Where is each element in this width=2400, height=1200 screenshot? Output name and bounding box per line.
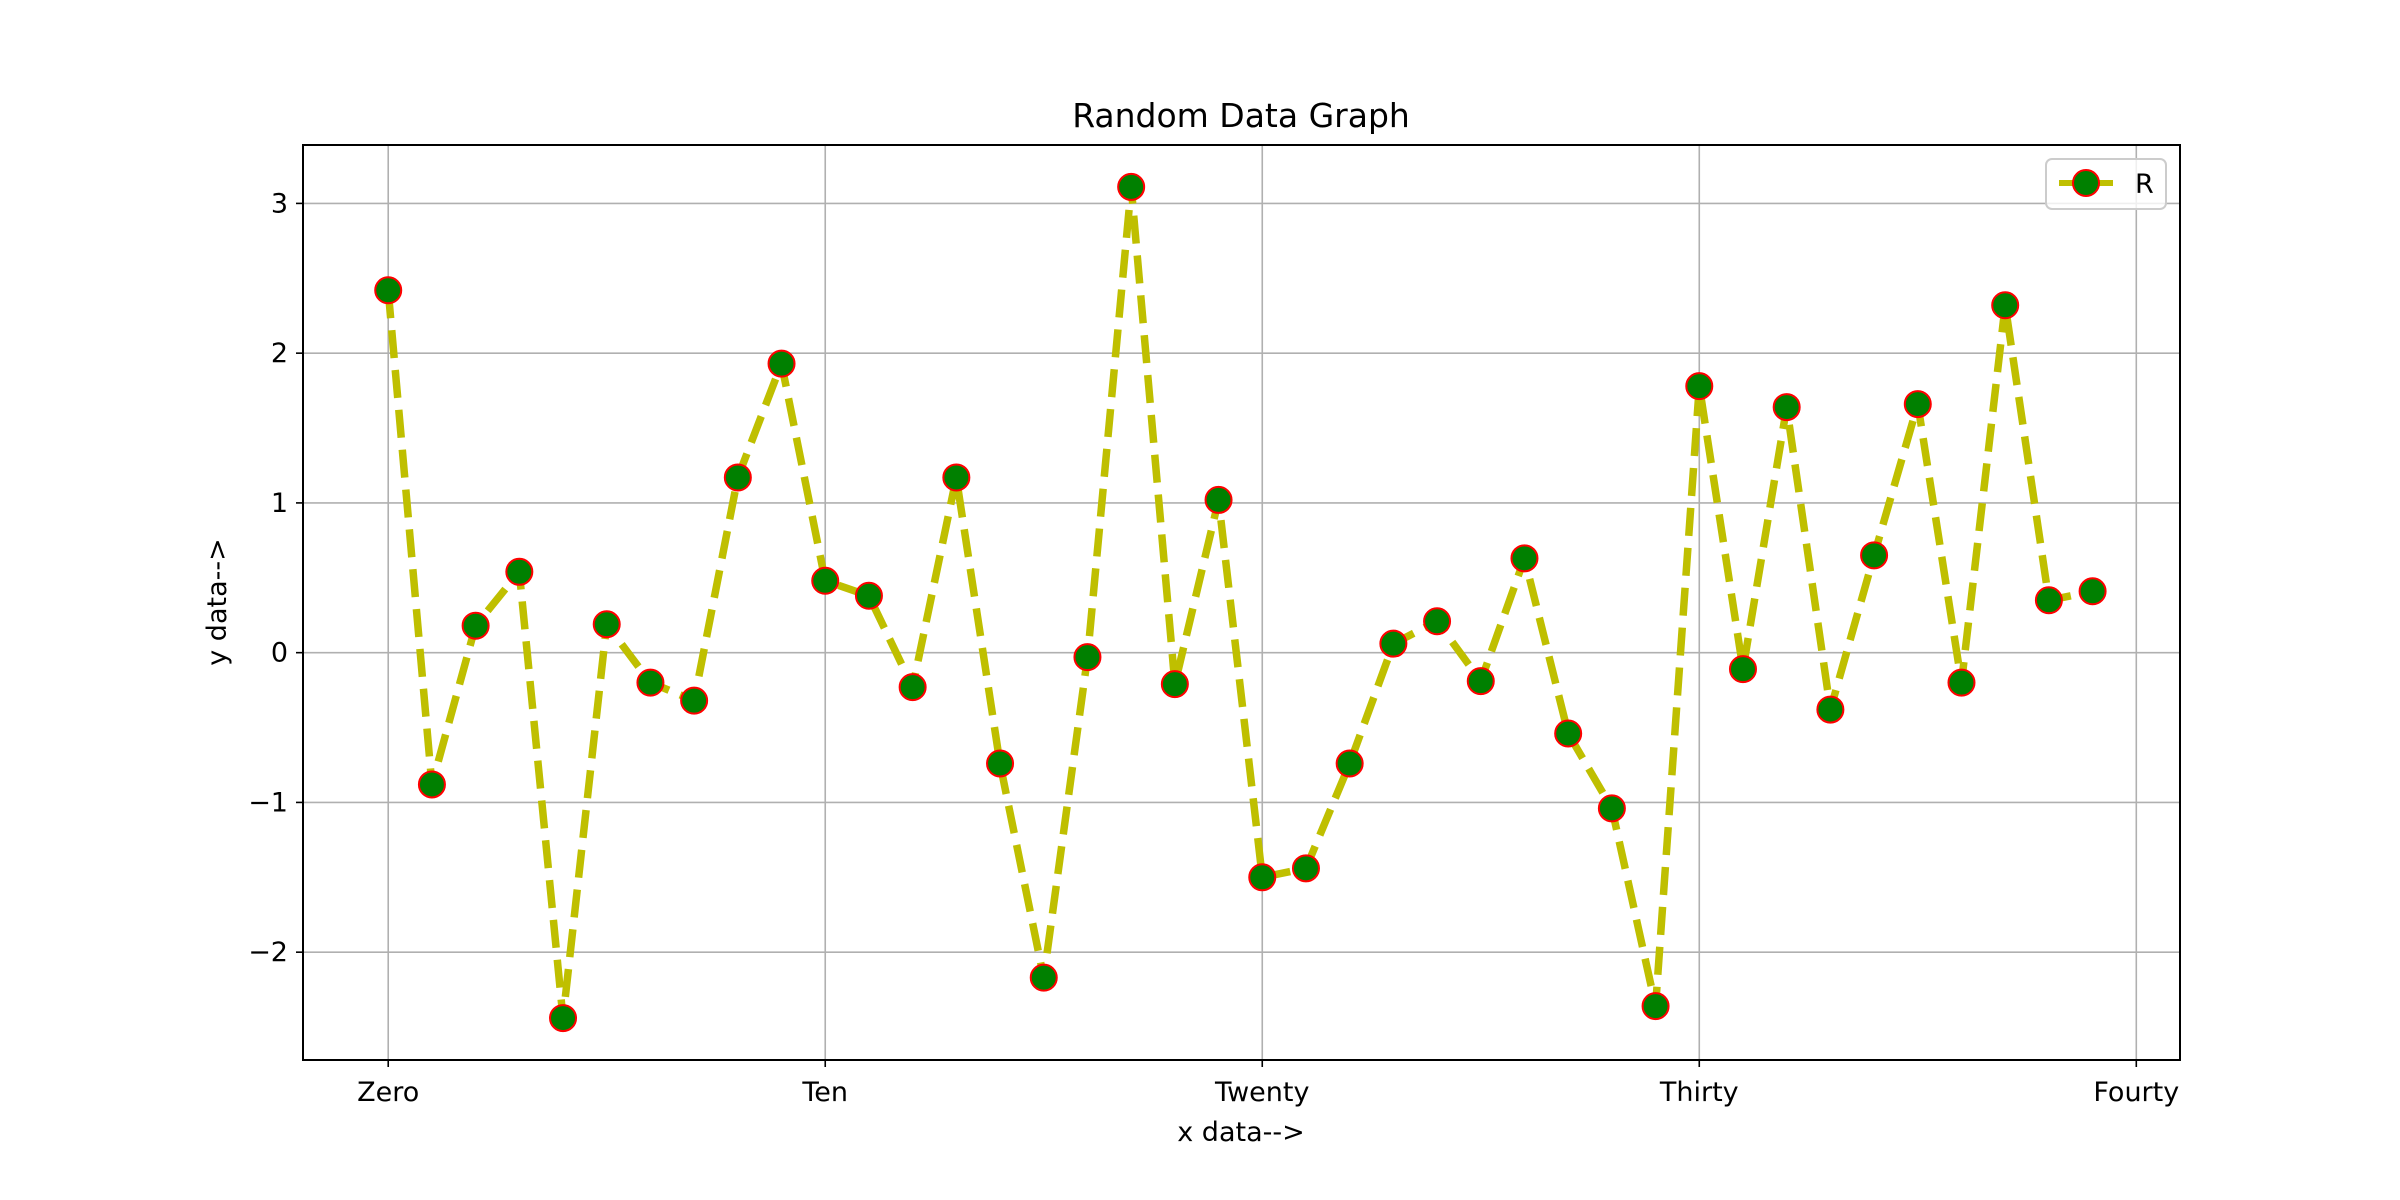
data-point: [1816, 695, 1845, 724]
y-axis-label: y data-->: [202, 538, 233, 666]
data-point: [1728, 655, 1757, 684]
chart-title: Random Data Graph: [1072, 96, 1410, 135]
x-tick-label: Fourty: [2093, 1077, 2179, 1108]
data-point: [374, 276, 403, 305]
data-point: [1204, 485, 1233, 514]
data-point: [1597, 794, 1626, 823]
data-point: [417, 770, 446, 799]
data-point: [1335, 749, 1364, 778]
data-point: [1903, 390, 1932, 419]
data-point: [461, 611, 490, 640]
x-tick-label: Twenty: [1214, 1077, 1309, 1108]
data-point: [811, 566, 840, 595]
data-point: [549, 1004, 578, 1033]
data-point: [854, 581, 883, 610]
data-point: [1117, 172, 1146, 201]
x-axis-label: x data-->: [1177, 1117, 1305, 1148]
series-line: [384, 183, 2094, 1022]
data-point: [505, 557, 534, 586]
data-point: [1510, 544, 1539, 573]
data-point: [1772, 393, 1801, 422]
legend: R: [2045, 158, 2167, 210]
x-tick-label: Ten: [801, 1077, 848, 1108]
y-tick-label: 0: [271, 638, 288, 669]
y-tick-label: 3: [271, 188, 288, 219]
data-point: [723, 463, 752, 492]
data-point: [986, 749, 1015, 778]
x-tick-label: Zero: [357, 1077, 419, 1108]
data-point: [942, 463, 971, 492]
data-point: [592, 610, 621, 639]
series-layer: [374, 172, 2107, 1033]
y-tick-label: 2: [271, 338, 288, 369]
data-point: [1466, 667, 1495, 696]
data-point: [1641, 992, 1670, 1021]
y-tick-label: −1: [248, 787, 288, 818]
y-tick-label: 1: [271, 488, 288, 519]
data-point: [1379, 629, 1408, 658]
data-point: [1991, 291, 2020, 320]
data-point: [1029, 963, 1058, 992]
data-point: [1423, 607, 1452, 636]
data-point: [1248, 863, 1277, 892]
data-point: [2078, 577, 2107, 606]
data-point: [767, 349, 796, 378]
legend-marker-swatch: [2072, 169, 2100, 197]
x-tick-label: Thirty: [1659, 1077, 1739, 1108]
data-point: [1554, 719, 1583, 748]
grid-lines: [303, 145, 2180, 1060]
data-point: [1291, 854, 1320, 883]
data-point: [898, 673, 927, 702]
data-point: [1685, 372, 1714, 401]
data-point: [1947, 668, 1976, 697]
data-point: [680, 686, 709, 715]
data-point: [636, 668, 665, 697]
plot-area-frame: [302, 144, 2181, 1061]
data-point: [1860, 541, 1889, 570]
data-point: [1160, 670, 1189, 699]
legend-entry-r: R: [2135, 169, 2154, 200]
data-point: [1073, 643, 1102, 672]
axis-ticks: Zero Ten Twenty Thirty Fourty −2 −1 0 1 2 3: [248, 188, 2179, 1108]
data-point: [2034, 586, 2063, 615]
y-tick-label: −2: [248, 937, 288, 968]
